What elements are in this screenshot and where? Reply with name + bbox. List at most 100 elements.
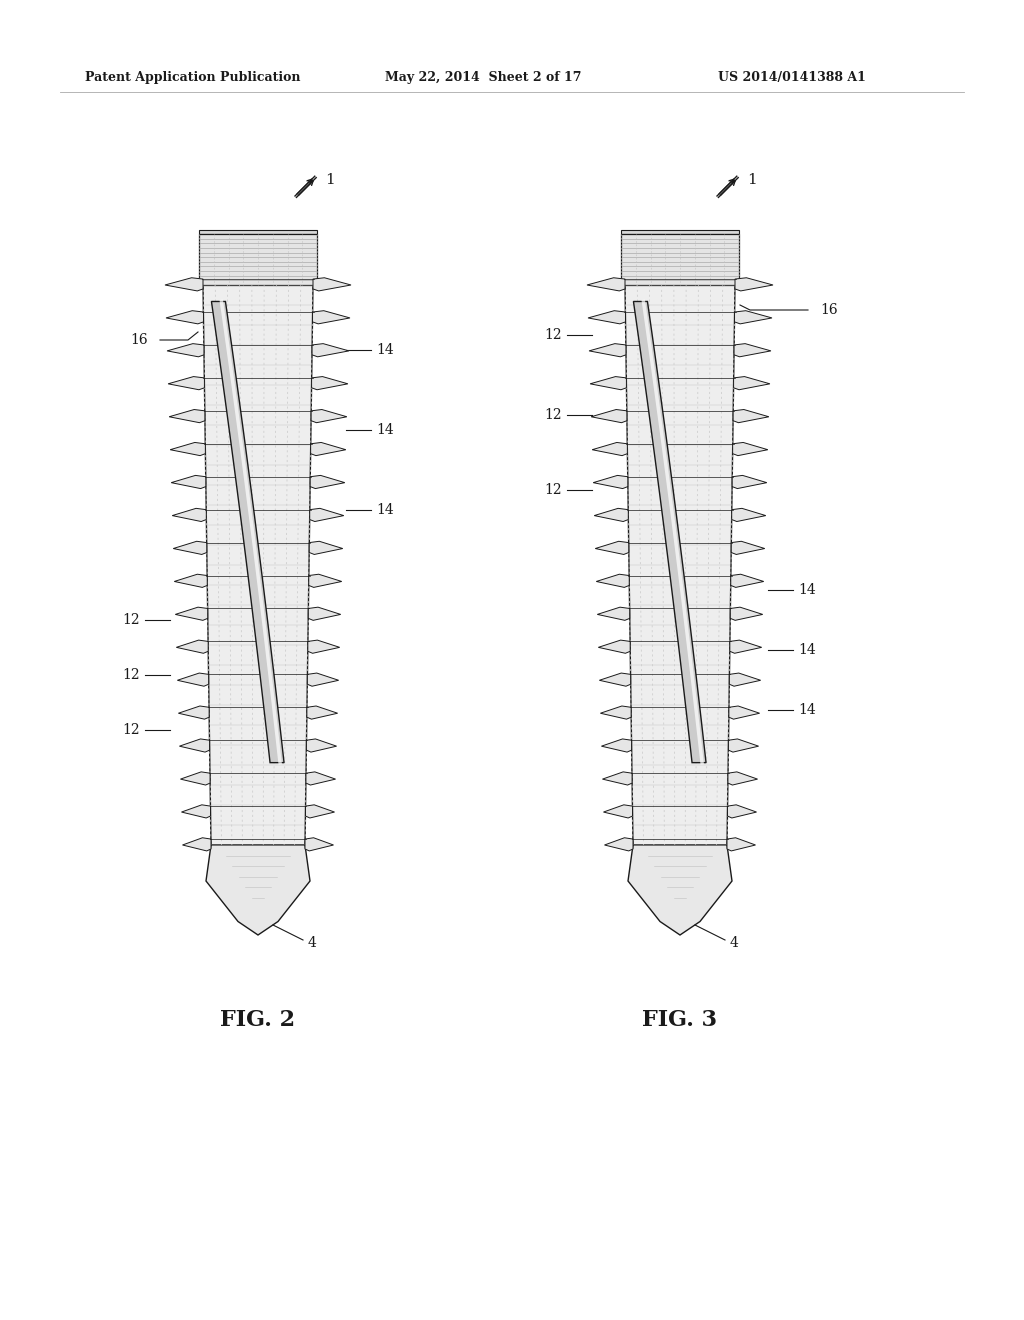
Polygon shape xyxy=(311,376,348,389)
Polygon shape xyxy=(180,772,210,785)
Polygon shape xyxy=(313,277,351,290)
Polygon shape xyxy=(166,310,204,323)
Polygon shape xyxy=(309,574,342,587)
Polygon shape xyxy=(169,409,205,422)
Polygon shape xyxy=(602,772,632,785)
Polygon shape xyxy=(592,442,628,455)
Polygon shape xyxy=(601,739,632,752)
Polygon shape xyxy=(595,541,629,554)
Text: 16: 16 xyxy=(820,304,838,317)
Polygon shape xyxy=(621,230,739,234)
Text: 4: 4 xyxy=(730,936,739,950)
Polygon shape xyxy=(306,772,336,785)
Polygon shape xyxy=(172,508,206,521)
Polygon shape xyxy=(181,805,211,818)
Polygon shape xyxy=(182,838,211,851)
Polygon shape xyxy=(311,409,347,422)
Polygon shape xyxy=(727,805,757,818)
Polygon shape xyxy=(167,343,204,356)
Polygon shape xyxy=(731,574,764,587)
Polygon shape xyxy=(730,640,762,653)
Polygon shape xyxy=(309,541,343,554)
Polygon shape xyxy=(203,285,313,845)
Polygon shape xyxy=(730,607,763,620)
Polygon shape xyxy=(597,607,630,620)
Polygon shape xyxy=(165,277,203,290)
Polygon shape xyxy=(178,706,209,719)
Polygon shape xyxy=(734,310,772,323)
Polygon shape xyxy=(729,706,760,719)
Text: May 22, 2014  Sheet 2 of 17: May 22, 2014 Sheet 2 of 17 xyxy=(385,71,582,84)
Polygon shape xyxy=(307,673,339,686)
Polygon shape xyxy=(732,508,766,521)
Polygon shape xyxy=(199,230,317,234)
Polygon shape xyxy=(596,574,629,587)
Text: 1: 1 xyxy=(746,173,757,187)
Text: FIG. 3: FIG. 3 xyxy=(642,1008,718,1031)
Polygon shape xyxy=(306,739,337,752)
Polygon shape xyxy=(589,343,626,356)
Polygon shape xyxy=(735,277,773,290)
Text: 14: 14 xyxy=(376,503,394,517)
Polygon shape xyxy=(310,475,345,488)
Text: 12: 12 xyxy=(545,408,562,422)
Polygon shape xyxy=(728,739,759,752)
Polygon shape xyxy=(600,706,631,719)
Polygon shape xyxy=(590,376,627,389)
Text: 12: 12 xyxy=(123,612,140,627)
Polygon shape xyxy=(199,234,317,285)
Polygon shape xyxy=(731,541,765,554)
Polygon shape xyxy=(594,508,629,521)
Text: 12: 12 xyxy=(545,327,562,342)
Polygon shape xyxy=(312,343,349,356)
Polygon shape xyxy=(591,409,627,422)
Text: 14: 14 xyxy=(798,704,816,717)
Polygon shape xyxy=(599,673,631,686)
Polygon shape xyxy=(732,475,767,488)
Polygon shape xyxy=(625,285,735,845)
Polygon shape xyxy=(173,541,207,554)
Polygon shape xyxy=(174,574,207,587)
Polygon shape xyxy=(733,376,770,389)
Text: 1: 1 xyxy=(325,173,335,187)
Polygon shape xyxy=(728,772,758,785)
Polygon shape xyxy=(603,805,633,818)
Text: 12: 12 xyxy=(545,483,562,498)
Polygon shape xyxy=(307,706,338,719)
Text: FIG. 2: FIG. 2 xyxy=(220,1008,296,1031)
Polygon shape xyxy=(211,301,284,763)
Text: 16: 16 xyxy=(130,333,148,347)
Polygon shape xyxy=(171,475,206,488)
Polygon shape xyxy=(729,673,761,686)
Polygon shape xyxy=(309,508,344,521)
Text: 12: 12 xyxy=(123,723,140,737)
Polygon shape xyxy=(176,640,208,653)
Polygon shape xyxy=(310,442,346,455)
Polygon shape xyxy=(175,607,208,620)
Text: 14: 14 xyxy=(376,422,394,437)
Polygon shape xyxy=(312,310,350,323)
Polygon shape xyxy=(621,234,739,285)
Text: 14: 14 xyxy=(376,343,394,356)
Polygon shape xyxy=(177,673,209,686)
Polygon shape xyxy=(308,640,340,653)
Polygon shape xyxy=(732,442,768,455)
Polygon shape xyxy=(588,310,626,323)
Text: Patent Application Publication: Patent Application Publication xyxy=(85,71,300,84)
Polygon shape xyxy=(634,301,706,763)
Text: 4: 4 xyxy=(308,936,316,950)
Polygon shape xyxy=(593,475,628,488)
Text: US 2014/0141388 A1: US 2014/0141388 A1 xyxy=(718,71,866,84)
Text: 12: 12 xyxy=(123,668,140,682)
Polygon shape xyxy=(206,845,310,935)
Polygon shape xyxy=(598,640,630,653)
Polygon shape xyxy=(308,607,341,620)
Polygon shape xyxy=(168,376,205,389)
Text: 14: 14 xyxy=(798,583,816,597)
Text: 14: 14 xyxy=(798,643,816,657)
Polygon shape xyxy=(305,838,334,851)
Polygon shape xyxy=(587,277,625,290)
Polygon shape xyxy=(179,739,210,752)
Polygon shape xyxy=(727,838,756,851)
Polygon shape xyxy=(734,343,771,356)
